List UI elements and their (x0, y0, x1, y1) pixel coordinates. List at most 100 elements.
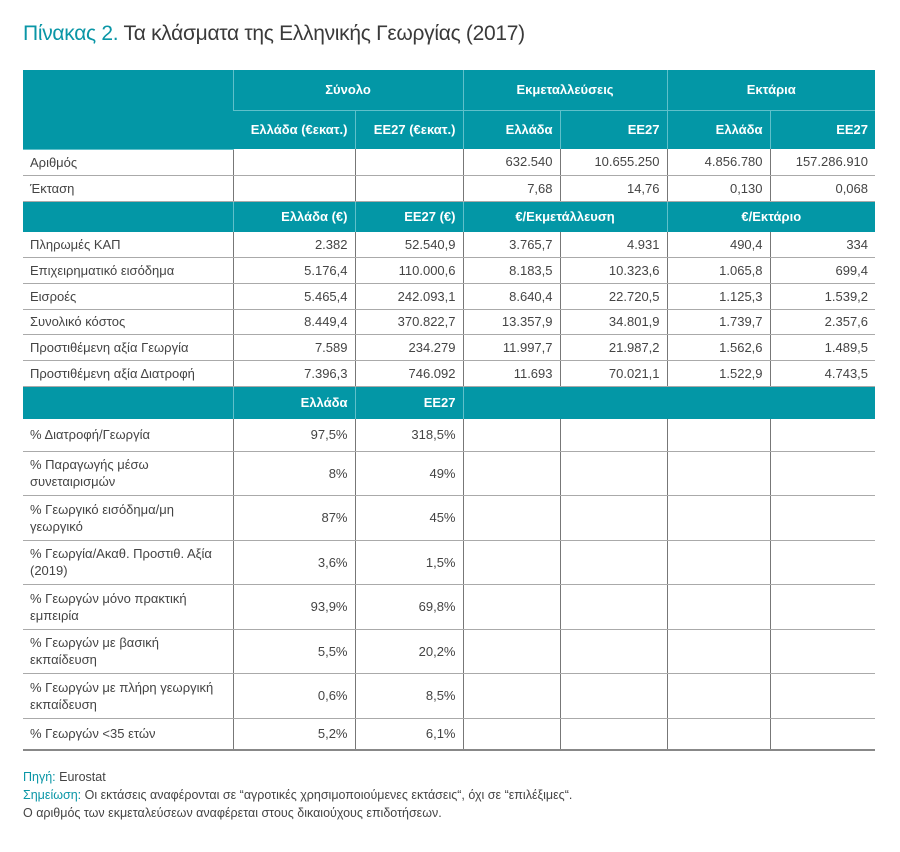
row-label: % Γεωργών με πλήρη γεωργική εκπαίδευση (23, 673, 233, 719)
table-cell: 632.540 (462, 149, 560, 176)
table-cell: 3.765,7 (462, 232, 560, 259)
table-cell: 34.801,9 (559, 309, 668, 336)
table-row: Επιχειρηματικό εισόδημα 5.176,4 110.000,6 8… (23, 257, 876, 284)
table-cell: 5,5% (232, 629, 355, 675)
row-label: Αριθμός (23, 149, 233, 176)
table-cell: 22.720,5 (559, 283, 668, 310)
table-cell: 7.589 (232, 334, 355, 361)
table-cell: 0,068 (769, 175, 876, 202)
row-label: % Γεωργών μόνο πρακτική εμπειρία (23, 584, 233, 630)
empty-cell (462, 495, 560, 541)
table-cell: 1.125,3 (666, 283, 771, 310)
empty-cell (462, 629, 560, 675)
table-cell: 699,4 (769, 257, 876, 284)
empty-cell (769, 540, 876, 586)
table-cell: 157.286.910 (769, 149, 876, 176)
table-cell: 10.323,6 (559, 257, 668, 284)
table-row: % Διατροφή/Γεωργία 97,5% 318,5% (23, 419, 876, 452)
table-cell: 69,8% (354, 584, 463, 630)
row-label: Έκταση (23, 175, 233, 202)
table-cell: 490,4 (666, 232, 771, 259)
table-cell: 7.396,3 (232, 360, 355, 387)
table-cell: 87% (232, 495, 355, 541)
column-header: ΕΕ27 (€) (354, 201, 463, 232)
empty-cell (666, 718, 771, 752)
row-label: % Γεωργικό εισόδημα/μη γεωργικό (23, 495, 233, 541)
row-label: % Διατροφή/Γεωργία (23, 419, 233, 452)
column-header: ΕΕ27 (354, 386, 463, 420)
group-header: Σύνολο (232, 70, 463, 111)
group-header: €/Εκτάριο (666, 201, 876, 232)
empty-cell (769, 673, 876, 719)
empty-cell (769, 584, 876, 630)
group-header: €/Εκμετάλλευση (462, 201, 668, 232)
empty-cell (769, 629, 876, 675)
table-cell: 0,130 (666, 175, 771, 202)
table-cell: 2.382 (232, 232, 355, 259)
column-header: Ελλάδα (232, 386, 355, 420)
empty-cell (666, 673, 771, 719)
table-cell (354, 175, 463, 202)
note-line: Σημείωση: Οι εκτάσεις αναφέρονται σε “αγ… (23, 788, 573, 802)
row-label: % Γεωργία/Ακαθ. Προστιθ. Αξία (2019) (23, 540, 233, 586)
footnotes: Πηγή: Eurostat Σημείωση: Οι εκτάσεις ανα… (23, 768, 572, 822)
table-row: % Γεωργών με πλήρη γεωργική εκπαίδευση 0,… (23, 673, 876, 719)
empty-cell (769, 495, 876, 541)
column-header: Ελλάδα (666, 110, 771, 149)
header-row-euro: Ελλάδα (€) ΕΕ27 (€) €/Εκμετάλλευση €/Εκτάρι… (23, 201, 876, 232)
table-cell: 6,1% (354, 718, 463, 752)
table-cell: 21.987,2 (559, 334, 668, 361)
table-cell: 52.540,9 (354, 232, 463, 259)
table-row: Αριθμός 632.540 10.655.250 4.856.780 157.286… (23, 149, 876, 176)
table-row: % Γεωργών μόνο πρακτική εμπειρία 93,9% 69,… (23, 584, 876, 630)
table-cell: 5,2% (232, 718, 355, 752)
row-label: Πληρωμές ΚΑΠ (23, 232, 233, 259)
table-cell: 1,5% (354, 540, 463, 586)
empty-cell (559, 718, 668, 752)
table-cell: 13.357,9 (462, 309, 560, 336)
page-title: Πίνακας 2. Τα κλάσματα της Ελληνικής Γεω… (23, 22, 525, 45)
table-row: % Γεωργικό εισόδημα/μη γεωργικό 87% 45% (23, 495, 876, 541)
empty-cell (462, 451, 560, 497)
empty-cell (666, 584, 771, 630)
row-label: Συνολικό κόστος (23, 309, 233, 336)
column-header: ΕΕ27 (559, 110, 668, 149)
table-cell (354, 149, 463, 176)
source-line: Πηγή: Eurostat (23, 770, 106, 784)
empty-cell (769, 718, 876, 752)
table-cell: 1.065,8 (666, 257, 771, 284)
table-cell: 10.655.250 (559, 149, 668, 176)
table-cell: 746.092 (354, 360, 463, 387)
row-label: Προστιθέμενη αξία Γεωργία (23, 334, 233, 361)
table-cell: 0,6% (232, 673, 355, 719)
header-row-percent: Ελλάδα ΕΕ27 (23, 386, 876, 420)
table-cell: 3,6% (232, 540, 355, 586)
table-row: % Γεωργών με βασική εκπαίδευση 5,5% 20,2% (23, 629, 876, 675)
empty-cell (769, 451, 876, 497)
table-cell: 318,5% (354, 419, 463, 452)
empty-cell (559, 584, 668, 630)
table-cell: 4.931 (559, 232, 668, 259)
header-row-groups: Σύνολο Εκμεταλλεύσεις Εκτάρια (23, 70, 876, 150)
column-header: Ελλάδα (€) (232, 201, 355, 232)
table-cell: 242.093,1 (354, 283, 463, 310)
empty-cell (462, 718, 560, 752)
row-label: Επιχειρηματικό εισόδημα (23, 257, 233, 284)
empty-cell (462, 584, 560, 630)
column-header: ΕΕ27 (€εκατ.) (354, 110, 463, 149)
table-cell: 11.693 (462, 360, 560, 387)
column-header: ΕΕ27 (769, 110, 876, 149)
table-cell: 93,9% (232, 584, 355, 630)
table-cell (232, 175, 355, 202)
table-cell: 1.539,2 (769, 283, 876, 310)
table-row: % Γεωργών <35 ετών 5,2% 6,1% (23, 718, 876, 752)
table-row: Εισροές 5.465,4 242.093,1 8.640,4 22.720,5 1.… (23, 283, 876, 310)
row-label: Προστιθέμενη αξία Διατροφή (23, 360, 233, 387)
table-cell: 7,68 (462, 175, 560, 202)
empty-cell (666, 629, 771, 675)
note-line-2: Ο αριθμός των εκμεταλεύσεων αναφέρεται σ… (23, 806, 442, 820)
empty-cell (666, 451, 771, 497)
table-cell: 14,76 (559, 175, 668, 202)
table-cell: 20,2% (354, 629, 463, 675)
table-row: Προστιθέμενη αξία Γεωργία 7.589 234.279 11.… (23, 334, 876, 361)
